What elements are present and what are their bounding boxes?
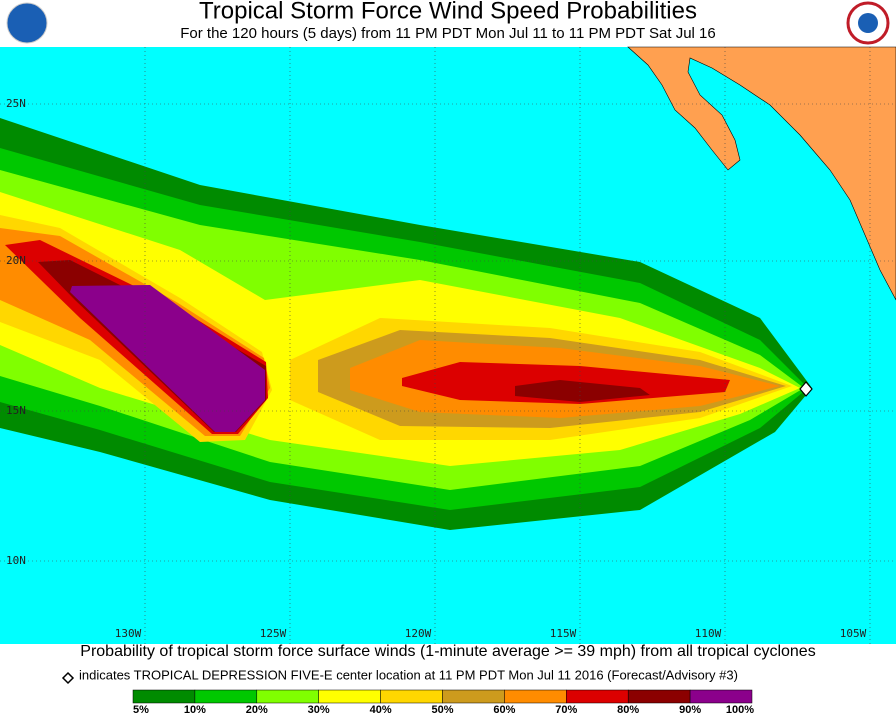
legend-label: 80%: [617, 704, 639, 716]
noaa-logo: [6, 2, 48, 44]
nws-logo-inner: [858, 13, 878, 33]
legend-swatch: [442, 689, 505, 704]
lon-label: 110W: [695, 627, 722, 640]
legend-label: 70%: [555, 704, 577, 716]
legend-label: 30%: [308, 704, 330, 716]
legend-swatch: [504, 689, 567, 704]
legend-label: 50%: [431, 704, 453, 716]
legend-label: 5%: [133, 704, 149, 716]
lon-label: 130W: [115, 627, 142, 640]
lat-label: 15N: [6, 404, 26, 417]
title: Tropical Storm Force Wind Speed Probabil…: [199, 0, 697, 24]
legend-swatch: [256, 689, 319, 704]
subtitle: For the 120 hours (5 days) from 11 PM PD…: [180, 25, 716, 42]
probability-contours: [0, 118, 812, 530]
lat-label: 25N: [6, 97, 26, 110]
legend-label: 10%: [184, 704, 206, 716]
legend-label: 40%: [370, 704, 392, 716]
lon-label: 115W: [550, 627, 577, 640]
legend-label: 60%: [493, 704, 515, 716]
legend-label: 90%: [679, 704, 701, 716]
legend-swatch: [566, 689, 629, 704]
note-icon: [61, 671, 75, 685]
legend-label: 20%: [246, 704, 268, 716]
legend-swatch: [380, 689, 443, 704]
caption: Probability of tropical storm force surf…: [80, 643, 815, 660]
legend-swatch: [318, 689, 381, 704]
lat-label: 10N: [6, 554, 26, 567]
lon-label: 120W: [405, 627, 432, 640]
lon-label: 125W: [260, 627, 287, 640]
lon-label: 105W: [840, 627, 867, 640]
legend-swatch: [627, 689, 691, 704]
storm-center: [799, 381, 813, 397]
legend-swatch: [194, 689, 258, 704]
note: indicates TROPICAL DEPRESSION FIVE-E cen…: [79, 667, 738, 682]
legend-swatch: [689, 689, 753, 704]
land: [627, 46, 896, 301]
lat-label: 20N: [6, 254, 26, 267]
legend-label: 100%: [726, 704, 754, 716]
legend-swatch: [132, 689, 196, 704]
graticule: [0, 47, 896, 644]
